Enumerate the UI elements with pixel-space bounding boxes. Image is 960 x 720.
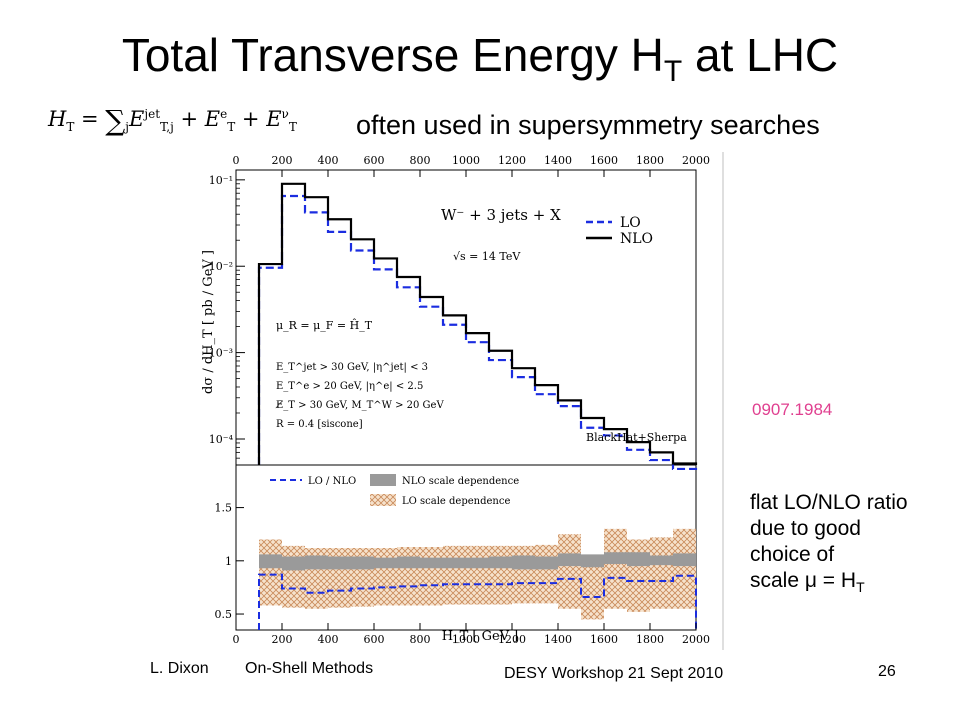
- legend-lo-band-swatch: [370, 494, 396, 506]
- legend-lo-band-label: LO scale dependence: [402, 496, 510, 507]
- ratio-y-tick-label: 1: [225, 555, 232, 568]
- cut-jet: E_T^jet > 30 GeV, |η^jet| < 3: [276, 362, 428, 373]
- ht-distribution-figure: 0 200 400 600 800 1000 1200 1400 1600 1800 2000 10⁻…: [198, 152, 724, 650]
- energy-annotation: √s = 14 TeV: [453, 250, 521, 263]
- note-line-2: due to good: [750, 517, 861, 540]
- top-axis-tick-label: 1600: [590, 154, 618, 167]
- ratio-legend: LO / NLO NLO scale dependence LO scale d…: [270, 474, 519, 507]
- legend-nlo-band-label: NLO scale dependence: [402, 476, 519, 487]
- bottom-axis-tick-label: 200: [272, 633, 293, 646]
- bottom-axis-tick-label: 2000: [682, 633, 710, 646]
- bottom-axis-tick-label: 600: [364, 633, 385, 646]
- bottom-axis-tick-label: 1800: [636, 633, 664, 646]
- ratio-note: flat LO/NLO ratio due to good choice of …: [750, 490, 908, 600]
- top-axis-tick-label: 1200: [498, 154, 526, 167]
- nlo-histogram: [257, 182, 698, 465]
- top-axis-tick-label: 1000: [452, 154, 480, 167]
- y-axis-tick-label: 10⁻³: [209, 347, 233, 360]
- footer-event: DESY Workshop 21 Sept 2010: [504, 665, 724, 682]
- slide-title: Total Transverse Energy HT at LHC: [121, 29, 839, 89]
- scale-annotation: μ_R = μ_F = Ĥ_T: [276, 318, 373, 332]
- cut-cone: R = 0.4 [siscone]: [276, 419, 363, 430]
- footer-topic: On-Shell Methods: [245, 660, 374, 677]
- y-axis-tick-label: 10⁻²: [209, 260, 233, 273]
- subtitle: often used in supersymmetry searches: [356, 110, 820, 140]
- lo-scale-band: [259, 528, 696, 620]
- main-legend: LO NLO: [586, 215, 653, 247]
- top-axis-tick-label: 2000: [682, 154, 710, 167]
- x-axis-label: H_T [ GeV ]: [442, 629, 519, 644]
- lo-nlo-ratio-line: [258, 573, 697, 630]
- note-line-1: flat LO/NLO ratio: [750, 491, 908, 514]
- credit-annotation: BlackHat+Sherpa: [586, 431, 687, 444]
- cut-met: E̸_T > 30 GeV, M_T^W > 20 GeV: [275, 400, 444, 411]
- footer-page: 26: [878, 663, 896, 680]
- top-axis-tick-label: 1800: [636, 154, 664, 167]
- note-line-4: scale μ = HT: [750, 569, 865, 596]
- bottom-axis-tick-label: 1400: [544, 633, 572, 646]
- ratio-y-tick-label: 1.5: [215, 502, 233, 515]
- process-annotation: W⁻ + 3 jets + X: [441, 206, 561, 224]
- top-axis-tick-label: 0: [233, 154, 240, 167]
- top-axis-tick-label: 800: [410, 154, 431, 167]
- top-axis-tick-label: 400: [318, 154, 339, 167]
- footer-author: L. Dixon: [150, 660, 209, 677]
- bottom-axis-tick-label: 0: [233, 633, 240, 646]
- legend-lo-label: LO: [620, 215, 641, 231]
- y-axis-tick-label: 10⁻¹: [209, 174, 233, 187]
- y-axis-label: dσ / dH_T [ pb / GeV ]: [201, 250, 216, 394]
- top-axis-tick-label: 600: [364, 154, 385, 167]
- bottom-axis-tick-label: 1600: [590, 633, 618, 646]
- y-axis-tick-label: 10⁻⁴: [209, 433, 234, 446]
- legend-nlo-band-swatch: [370, 474, 396, 486]
- bottom-axis-tick-label: 800: [410, 633, 431, 646]
- bottom-axis-tick-label: 1000: [452, 633, 480, 646]
- ht-chart: 0 200 400 600 800 1000 1200 1400 1600 1800 200010⁻…: [201, 152, 724, 650]
- bottom-axis-tick-label: 1200: [498, 633, 526, 646]
- nlo-scale-band: [259, 552, 696, 571]
- reference-id: 0907.1984: [752, 400, 833, 419]
- bottom-axis-tick-label: 400: [318, 633, 339, 646]
- legend-nlo-label: NLO: [620, 231, 653, 247]
- top-axis-tick-label: 200: [272, 154, 293, 167]
- ht-formula: HT = ∑jEjetT,j + EeT + EνT: [48, 104, 297, 137]
- ratio-y-tick-label: 0.5: [215, 608, 233, 621]
- cut-electron: E_T^e > 20 GeV, |η^e| < 2.5: [276, 381, 423, 392]
- top-axis-tick-label: 1400: [544, 154, 572, 167]
- legend-ratio-label: LO / NLO: [308, 476, 356, 487]
- note-line-3: choice of: [750, 543, 835, 566]
